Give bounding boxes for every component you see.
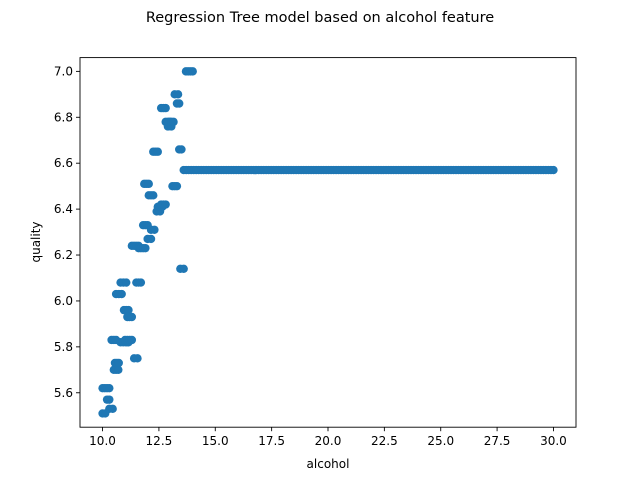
data-point — [105, 383, 114, 393]
data-point — [136, 278, 146, 287]
chart-title: Regression Tree model based on alcohol f… — [146, 10, 494, 26]
data-point — [124, 305, 133, 315]
x-tick-label: 27.5 — [484, 434, 511, 448]
y-axis-label: quality — [29, 221, 43, 262]
data-point — [179, 264, 188, 273]
data-point — [141, 243, 150, 253]
data-point — [149, 191, 158, 200]
x-tick-label: 10.0 — [89, 434, 116, 448]
y-tick-label: 7.0 — [54, 64, 73, 78]
y-tick-label: 6.2 — [54, 248, 73, 262]
y-tick-label: 5.6 — [54, 386, 73, 400]
data-point — [105, 395, 114, 404]
y-tick-label: 6.6 — [54, 156, 73, 170]
x-tick-label: 17.5 — [258, 434, 285, 448]
data-point — [549, 165, 558, 175]
data-point — [153, 147, 162, 156]
x-axis-label: alcohol — [307, 457, 350, 471]
x-tick-label: 15.0 — [202, 434, 229, 448]
data-point — [114, 358, 123, 368]
x-tick-label: 30.0 — [540, 434, 567, 448]
data-point — [114, 365, 123, 375]
data-point — [169, 117, 178, 127]
data-points — [98, 67, 558, 418]
y-tick-label: 6.0 — [54, 294, 73, 308]
x-tick-label: 20.0 — [315, 434, 342, 448]
data-point — [177, 145, 186, 154]
data-point — [173, 90, 183, 99]
x-tick-label: 12.5 — [146, 434, 173, 448]
y-tick-label: 5.8 — [54, 340, 73, 354]
data-point — [150, 225, 159, 234]
data-point — [122, 278, 131, 287]
data-point — [127, 312, 137, 322]
data-point — [161, 103, 170, 113]
x-tick-label: 25.0 — [427, 434, 454, 448]
data-point — [161, 200, 170, 209]
data-point — [117, 289, 126, 299]
data-point — [108, 404, 117, 414]
x-axis-ticks: 10.0 12.5 15.0 17.5 20.0 22.5 25.0 27.5 30.0 — [89, 427, 567, 448]
x-tick-label: 22.5 — [371, 434, 398, 448]
y-tick-label: 6.4 — [54, 202, 73, 216]
data-point — [188, 67, 197, 76]
data-point — [127, 335, 137, 345]
data-point — [175, 99, 184, 108]
data-point — [172, 181, 182, 191]
data-point — [133, 354, 142, 363]
data-point — [144, 179, 153, 189]
y-axis-ticks: 5.6 5.8 6.0 6.2 6.4 6.6 6.8 7.0 — [54, 64, 80, 400]
y-tick-label: 6.8 — [54, 110, 73, 124]
plot-frame — [79, 57, 577, 428]
data-point — [146, 234, 156, 244]
